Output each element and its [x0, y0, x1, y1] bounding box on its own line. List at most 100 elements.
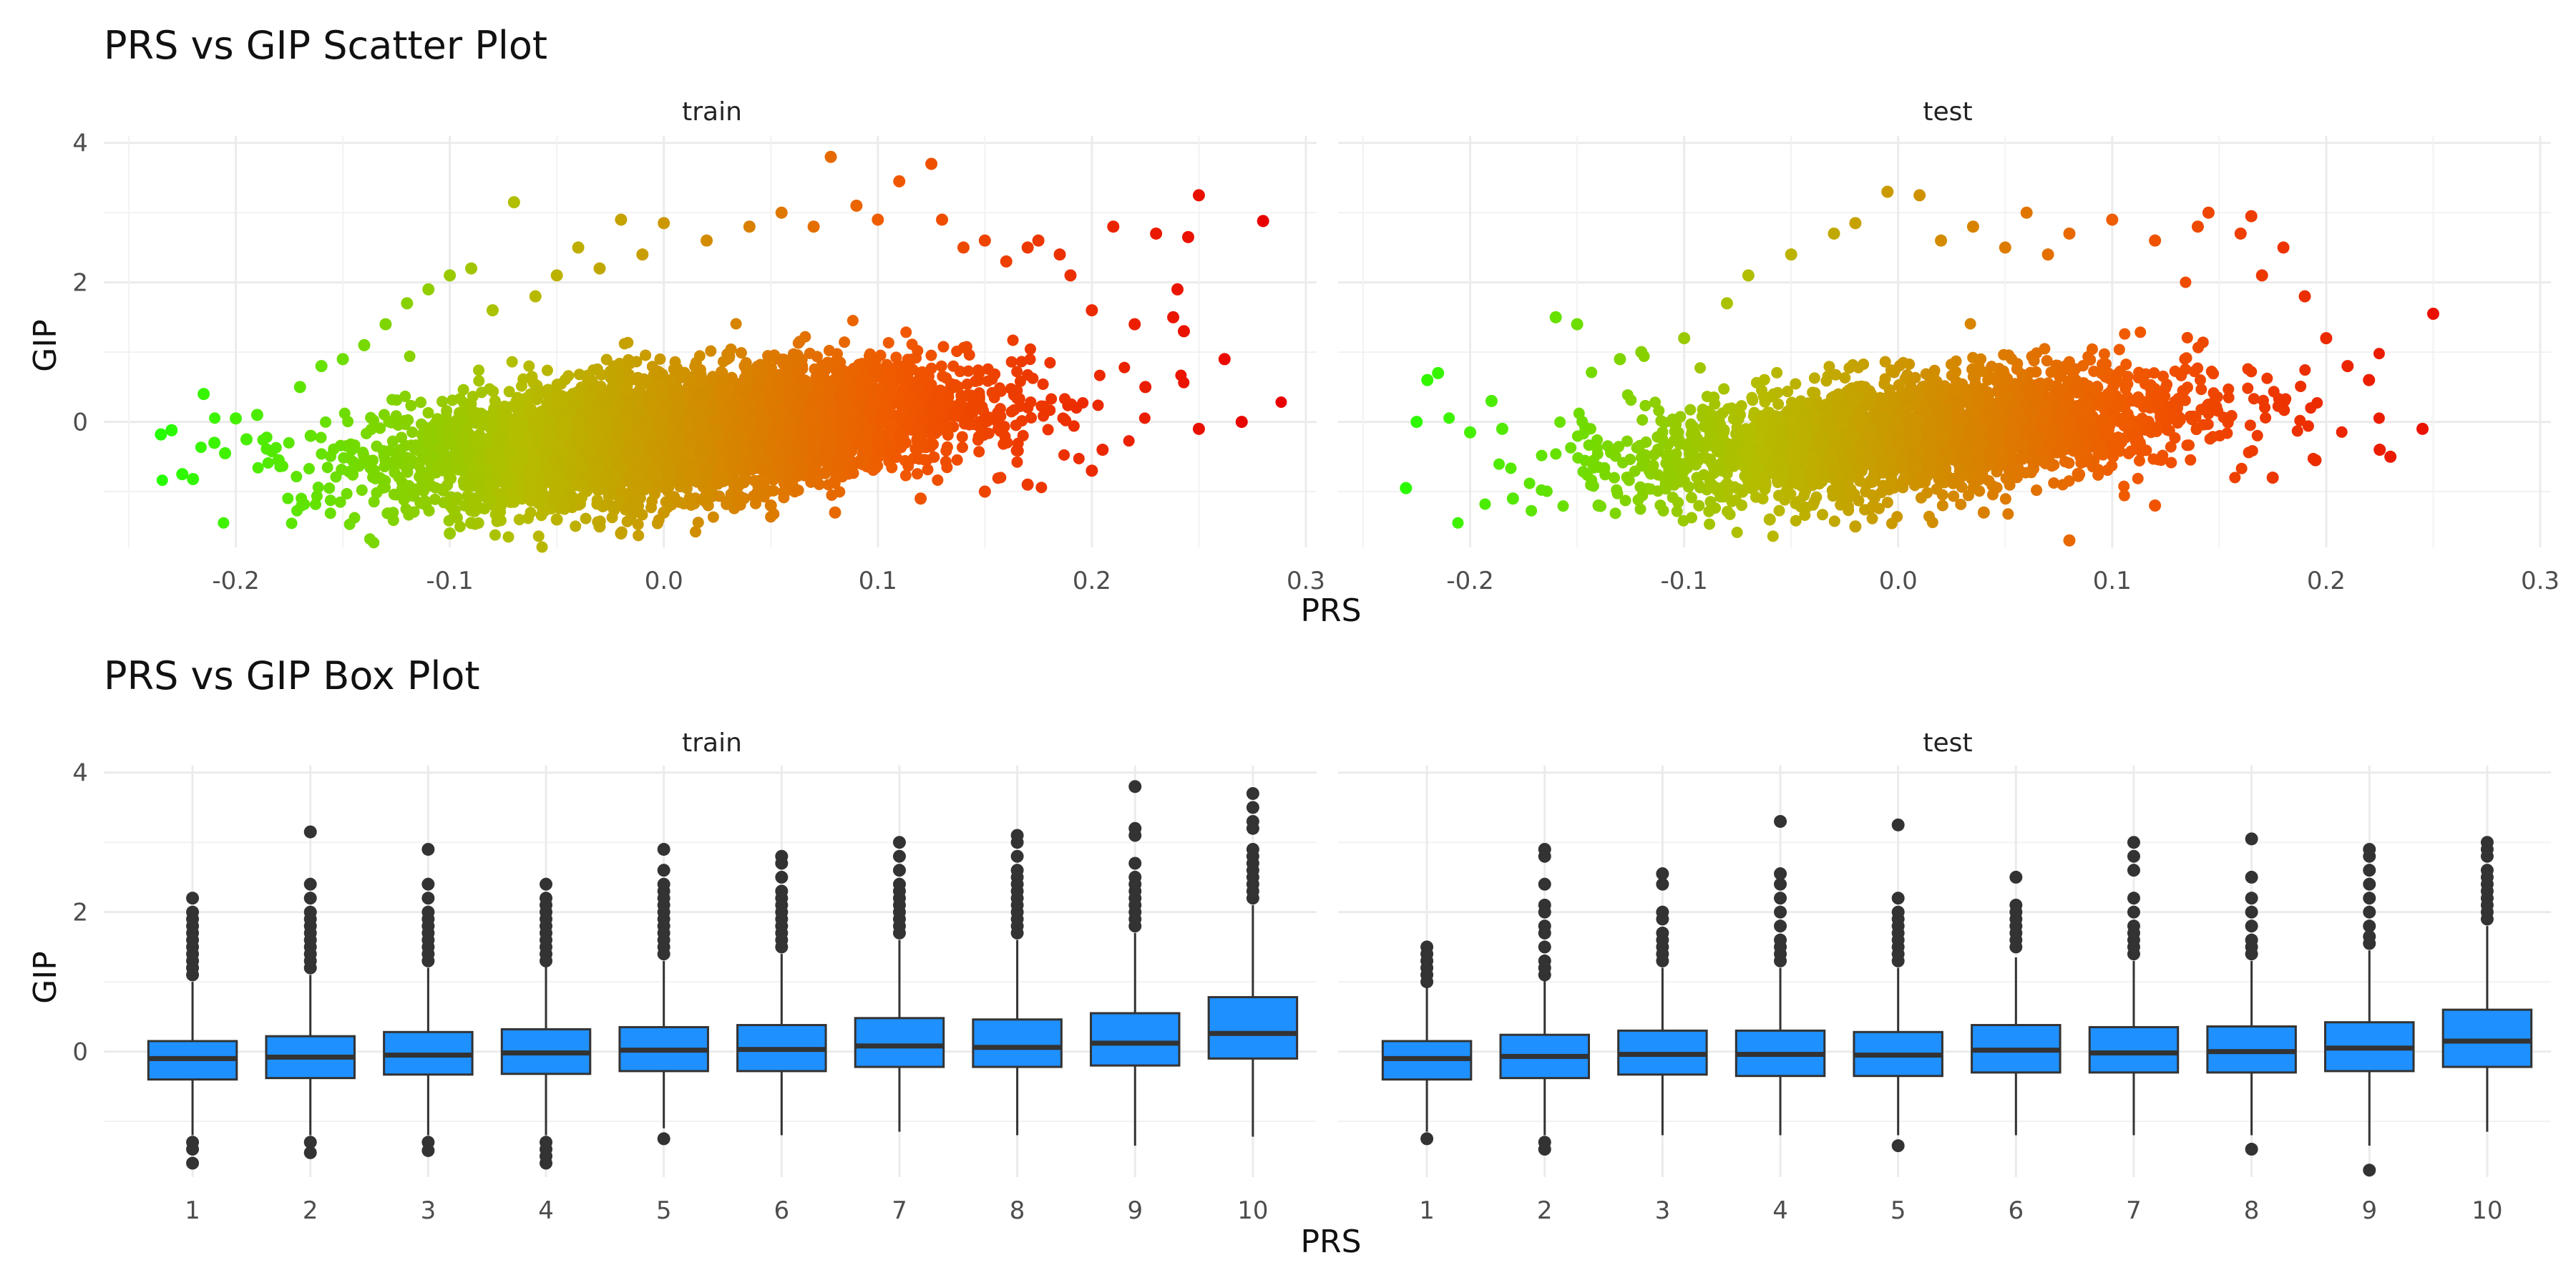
scatter-point: [303, 462, 315, 474]
scatter-point: [499, 477, 511, 489]
scatter-point: [1035, 400, 1048, 412]
scatter-point: [819, 466, 831, 478]
scatter-point: [541, 364, 553, 376]
scatter-point: [475, 386, 487, 399]
scatter-point: [431, 413, 444, 425]
scatter-point: [310, 498, 322, 510]
scatter-point: [379, 482, 391, 494]
scatter-point: [503, 386, 515, 398]
scatter-point: [875, 383, 887, 395]
scatter-point: [707, 511, 719, 523]
scatter-point-cloud: [156, 315, 1287, 553]
scatter-point: [532, 530, 545, 542]
scatter-y-tick-label: 2: [72, 269, 88, 298]
scatter-point: [640, 349, 652, 361]
scatter-x-tick-label: 0.1: [859, 567, 897, 595]
scatter-point: [633, 530, 645, 542]
scatter-point: [734, 499, 746, 511]
scatter-point: [575, 492, 587, 504]
scatter-point: [580, 403, 592, 415]
scatter-point: [962, 365, 975, 377]
scatter-point: [489, 529, 501, 541]
scatter-point: [1123, 435, 1135, 447]
scatter-point: [1014, 375, 1026, 387]
scatter-point: [605, 365, 617, 377]
scatter-point: [669, 356, 681, 368]
scatter-point: [423, 504, 435, 517]
scatter-point: [1058, 413, 1070, 425]
scatter-point: [584, 391, 596, 404]
scatter-point: [389, 467, 401, 479]
scatter-point: [911, 468, 923, 480]
scatter-point: [658, 404, 670, 416]
scatter-point: [495, 499, 507, 512]
scatter-point: [794, 336, 806, 348]
scatter-point: [347, 456, 359, 468]
scatter-point: [707, 371, 719, 383]
scatter-point: [457, 384, 469, 396]
scatter-point: [887, 384, 899, 396]
scatter-point: [847, 315, 859, 327]
scatter-point: [570, 464, 582, 477]
scatter-point: [324, 507, 336, 519]
scatter-point: [705, 345, 717, 357]
scatter-point: [811, 351, 823, 363]
scatter-point: [1092, 399, 1104, 411]
scatter-point: [623, 501, 635, 513]
scatter-point: [419, 495, 431, 507]
scatter-point: [793, 398, 805, 410]
scatter-point: [1024, 343, 1036, 355]
scatter-point: [454, 520, 466, 532]
scatter-point: [368, 537, 380, 549]
scatter-point: [358, 450, 370, 462]
scatter-point: [532, 497, 545, 509]
scatter-point: [378, 409, 390, 421]
scatter-point: [655, 389, 668, 401]
scatter-point: [406, 426, 419, 438]
scatter-point: [282, 492, 294, 504]
scatter-point: [628, 491, 640, 503]
scatter-point: [463, 449, 475, 461]
scatter-point: [1059, 393, 1071, 405]
scatter-point: [940, 372, 952, 384]
scatter-point: [831, 348, 843, 360]
scatter-point: [451, 494, 463, 506]
scatter-point: [624, 357, 636, 369]
scatter-point: [1068, 420, 1080, 432]
scatter-point: [480, 469, 492, 481]
scatter-point: [1011, 456, 1023, 468]
scatter-point: [568, 397, 580, 409]
scatter-y-tick-label: 4: [72, 130, 88, 158]
scatter-point: [296, 499, 308, 512]
scatter-point: [396, 431, 408, 444]
scatter-point: [457, 433, 469, 445]
scatter-point: [632, 371, 644, 384]
scatter-point: [905, 353, 917, 366]
scatter-point: [156, 474, 168, 487]
scatter-point: [951, 345, 963, 357]
scatter-point: [341, 487, 353, 499]
scatter-point: [656, 369, 668, 381]
scatter-point: [838, 424, 850, 436]
scatter-point: [473, 364, 485, 376]
scatter-point: [1044, 356, 1056, 369]
scatter-point: [1035, 482, 1048, 494]
scatter-point: [429, 493, 441, 505]
scatter-point: [824, 435, 836, 447]
scatter-point: [895, 441, 907, 454]
scatter-point: [506, 356, 518, 368]
scatter-point: [847, 366, 859, 379]
scatter-point: [580, 512, 592, 525]
scatter-point: [839, 336, 851, 348]
scatter-point: [408, 506, 420, 518]
scatter-point: [973, 446, 985, 458]
scatter-point: [402, 414, 414, 426]
scatter-point: [924, 381, 936, 393]
scatter-point: [1016, 415, 1028, 427]
scatter-point: [913, 453, 925, 465]
scatter-point: [809, 394, 821, 406]
scatter-point: [320, 416, 332, 428]
scatter-point: [952, 409, 964, 421]
